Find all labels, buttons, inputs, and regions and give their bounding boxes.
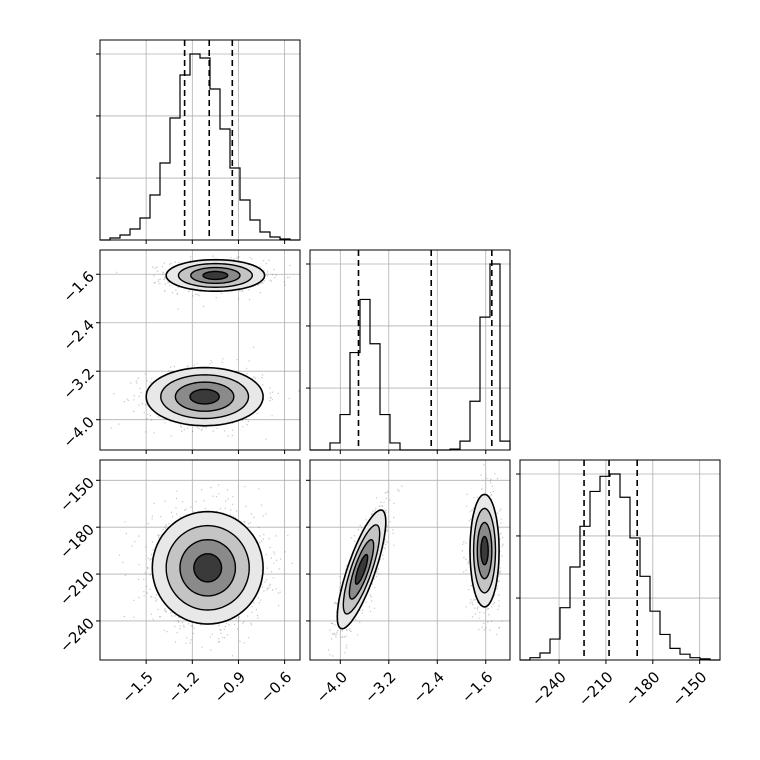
x-tick-label: −240	[528, 668, 570, 710]
density-contour	[480, 535, 489, 566]
histogram-bin	[590, 491, 600, 660]
histogram-bin	[160, 163, 170, 240]
histogram-bin	[250, 220, 260, 240]
histogram-bin	[370, 344, 380, 450]
density-contour	[469, 493, 500, 608]
histogram-bin	[480, 317, 490, 450]
histogram-bin	[260, 232, 270, 240]
y-tick-label: −210	[56, 567, 98, 609]
x-tick-label: −0.9	[211, 668, 249, 706]
histogram-bin	[630, 538, 640, 660]
histogram-bin	[580, 526, 590, 660]
density-contour	[336, 509, 387, 630]
histogram-bin	[330, 443, 340, 450]
histogram-bin	[620, 497, 630, 660]
y-tick-label: −180	[56, 520, 98, 562]
y-tick-label: −150	[56, 474, 98, 516]
histogram-bin	[190, 54, 200, 240]
x-tick-label: −4.0	[313, 668, 351, 706]
x-tick-label: −1.6	[458, 668, 496, 706]
x-tick-label: −2.4	[410, 668, 448, 706]
histogram-step	[520, 473, 720, 661]
histogram-bin	[210, 89, 220, 240]
y-tick-label: −1.6	[60, 268, 98, 306]
x-tick-label: −150	[669, 668, 711, 710]
histogram-bin	[550, 639, 560, 660]
histogram-step	[100, 53, 300, 241]
histogram-bin	[500, 441, 510, 450]
histogram-bin	[650, 611, 660, 660]
histogram-bin	[610, 474, 620, 660]
scatter-panel-1-3: −1.5 −1.2 −0.9 −0.6 −240 −210 −180−150	[56, 459, 301, 707]
density-contour	[189, 388, 220, 405]
density-contour	[165, 258, 266, 292]
scatter-panel-2-3: −4.0 −3.2 −2.4 −1.6	[306, 459, 511, 707]
histogram-bin	[120, 235, 130, 240]
histogram-bin	[560, 608, 570, 660]
y-tick-label: −4.0	[60, 413, 98, 451]
density-contour	[145, 366, 264, 427]
histogram-panel-2	[306, 249, 511, 454]
panels: −240 −210 −180 −150−4.0−3.2−2.4−1.6−1.5 −1.2…	[56, 39, 721, 710]
histogram-bin	[360, 299, 370, 450]
density-contour	[354, 553, 369, 585]
x-tick-label: −0.6	[257, 668, 295, 706]
density-contour	[193, 553, 223, 583]
x-tick-label: −210	[575, 668, 617, 710]
x-tick-label: −1.2	[165, 668, 203, 706]
histogram-bin	[470, 401, 480, 450]
density-contour	[202, 270, 229, 281]
histogram-bin	[150, 195, 160, 240]
histogram-bin	[660, 634, 670, 660]
histogram-bin	[570, 567, 580, 660]
histogram-bin	[340, 415, 350, 450]
histogram-bin	[640, 576, 650, 660]
histogram-panel-3: −240 −210 −180 −150	[516, 459, 721, 710]
histogram-bin	[130, 229, 140, 240]
y-tick-label: −3.2	[60, 364, 98, 402]
x-tick-label: −180	[622, 668, 664, 710]
scatter-panel-1-2: −4.0 −3.2 −2.4 −1.6	[60, 249, 301, 454]
y-tick-label: −2.4	[60, 316, 98, 354]
y-tick-label: −240	[56, 614, 98, 656]
density-contour	[151, 510, 264, 625]
histogram-bin	[170, 118, 180, 240]
histogram-bin	[140, 218, 150, 240]
histogram-bin	[240, 200, 250, 240]
histogram-bin	[390, 443, 400, 450]
histogram-bin	[680, 654, 690, 660]
x-tick-label: −1.5	[118, 668, 156, 706]
histogram-bin	[220, 129, 230, 240]
x-tick-label: −3.2	[361, 668, 399, 706]
histogram-panel-1	[96, 39, 301, 244]
histogram-bin	[460, 441, 470, 450]
histogram-bin	[670, 648, 680, 660]
histogram-bin	[540, 653, 550, 660]
